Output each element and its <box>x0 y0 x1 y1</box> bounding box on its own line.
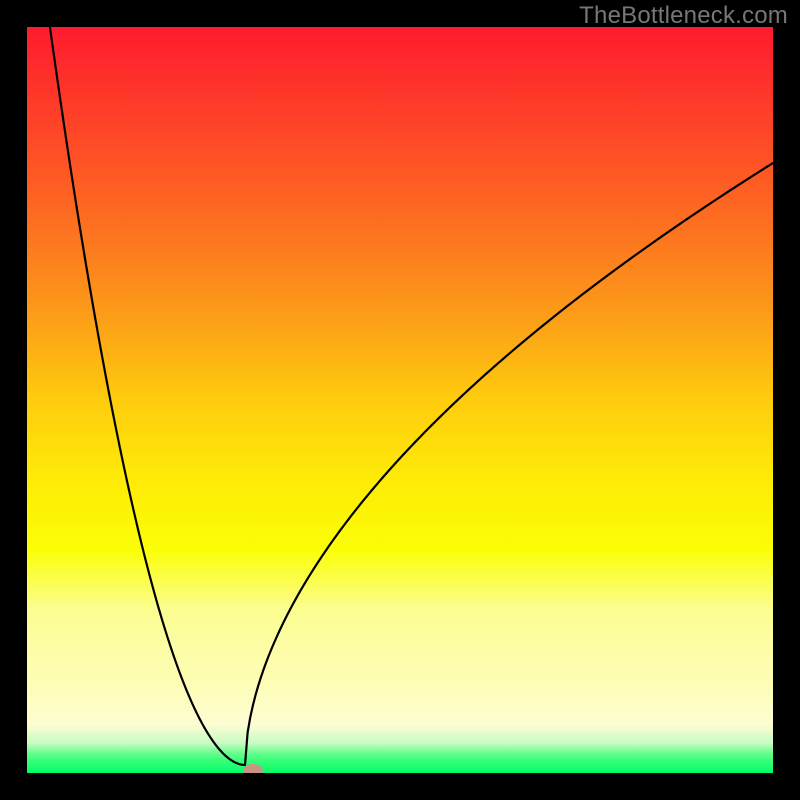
bottleneck-chart-svg <box>0 0 800 800</box>
gradient-background <box>27 27 773 773</box>
watermark-text: TheBottleneck.com <box>579 2 788 30</box>
chart-stage: TheBottleneck.com <box>0 0 800 800</box>
